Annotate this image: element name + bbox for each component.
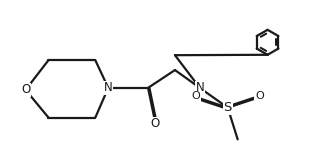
Text: S: S: [223, 101, 232, 114]
Text: O: O: [21, 83, 30, 96]
Text: O: O: [192, 91, 201, 101]
Text: N: N: [196, 81, 204, 94]
Text: O: O: [150, 117, 160, 130]
Text: N: N: [104, 81, 113, 94]
Text: O: O: [255, 91, 263, 101]
